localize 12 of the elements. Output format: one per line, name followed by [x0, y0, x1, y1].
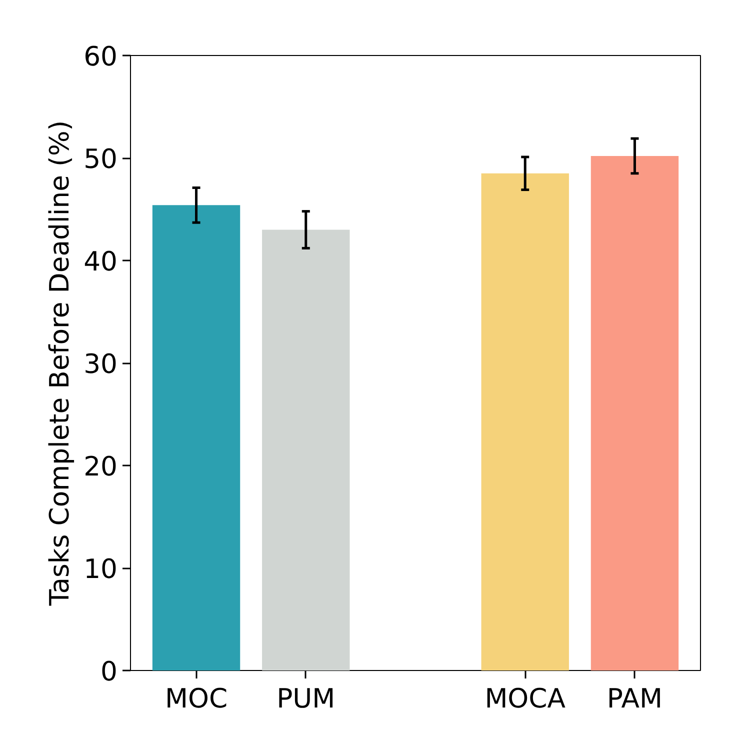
x-tick-label: MOCA	[484, 684, 566, 714]
y-tick-label: 40	[84, 246, 118, 278]
x-tick-label: MOC	[164, 684, 228, 714]
y-tick-label: 30	[84, 349, 118, 380]
y-tick-label: 20	[84, 452, 118, 482]
y-tick-label: 10	[84, 554, 118, 585]
x-tick-label: PAM	[606, 684, 663, 714]
y-tick-label: 60	[84, 42, 118, 72]
y-tick-label: 50	[84, 144, 118, 175]
y-tick-label: 0	[100, 656, 118, 688]
y-axis-title: Tasks Complete Before Deadline (%)	[44, 120, 76, 607]
x-tick-label: PUM	[276, 684, 336, 714]
